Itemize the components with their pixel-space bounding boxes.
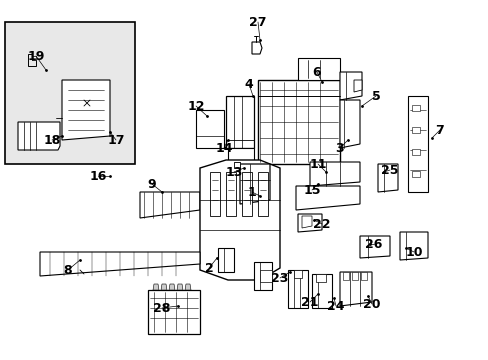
Text: 24: 24 [326, 300, 344, 312]
Polygon shape [177, 284, 183, 290]
Text: 19: 19 [27, 50, 44, 63]
Text: 28: 28 [153, 302, 170, 315]
Polygon shape [209, 172, 220, 216]
Polygon shape [342, 272, 348, 280]
Polygon shape [148, 290, 200, 334]
Polygon shape [293, 270, 302, 278]
Polygon shape [258, 80, 339, 164]
Polygon shape [253, 262, 271, 290]
Text: 17: 17 [107, 134, 124, 147]
Polygon shape [377, 164, 397, 192]
Polygon shape [62, 80, 110, 140]
Polygon shape [353, 80, 361, 92]
Text: 15: 15 [303, 184, 320, 197]
Polygon shape [18, 122, 60, 150]
Polygon shape [351, 272, 357, 280]
Polygon shape [140, 192, 200, 218]
Polygon shape [225, 96, 253, 148]
Polygon shape [287, 270, 307, 308]
Text: 1: 1 [247, 185, 256, 198]
Text: 6: 6 [312, 66, 321, 78]
Text: 20: 20 [363, 297, 380, 310]
Polygon shape [297, 214, 321, 232]
Polygon shape [315, 274, 325, 282]
Polygon shape [311, 274, 331, 308]
Text: 16: 16 [89, 170, 106, 183]
Polygon shape [40, 252, 200, 276]
Polygon shape [339, 272, 371, 306]
Text: 4: 4 [244, 77, 253, 90]
Text: 11: 11 [308, 158, 326, 171]
Polygon shape [153, 284, 159, 290]
Polygon shape [169, 284, 175, 290]
Text: 5: 5 [371, 90, 380, 103]
Text: 27: 27 [249, 15, 266, 28]
Polygon shape [242, 172, 251, 216]
Polygon shape [411, 171, 419, 177]
Text: 22: 22 [313, 217, 330, 230]
Text: 8: 8 [63, 264, 72, 276]
Text: 12: 12 [187, 99, 204, 113]
Polygon shape [260, 270, 271, 282]
Polygon shape [32, 56, 36, 60]
Polygon shape [339, 72, 361, 100]
Text: 2: 2 [204, 261, 213, 274]
Bar [5, 22, 135, 164]
Polygon shape [297, 58, 339, 80]
Polygon shape [225, 172, 236, 216]
Polygon shape [407, 96, 427, 192]
Text: 7: 7 [435, 123, 444, 136]
Polygon shape [200, 160, 280, 280]
Polygon shape [309, 162, 359, 186]
Polygon shape [258, 172, 267, 216]
Polygon shape [411, 127, 419, 133]
Text: 14: 14 [215, 141, 232, 154]
Text: 10: 10 [405, 246, 422, 258]
Polygon shape [302, 216, 311, 228]
Polygon shape [295, 186, 359, 210]
Polygon shape [339, 100, 359, 148]
Text: 9: 9 [147, 177, 156, 190]
Polygon shape [359, 236, 389, 258]
Polygon shape [411, 105, 419, 111]
Polygon shape [184, 284, 191, 290]
Text: 13: 13 [225, 166, 242, 179]
Text: 23: 23 [271, 271, 288, 284]
Text: 25: 25 [381, 163, 398, 176]
Polygon shape [399, 232, 427, 260]
Polygon shape [196, 110, 224, 148]
Text: 18: 18 [43, 134, 61, 147]
Polygon shape [218, 248, 234, 272]
Text: 21: 21 [301, 296, 318, 309]
Polygon shape [360, 272, 366, 280]
Polygon shape [161, 284, 167, 290]
Polygon shape [227, 148, 253, 168]
Text: 3: 3 [335, 141, 344, 154]
Text: 26: 26 [365, 238, 382, 251]
Polygon shape [411, 149, 419, 155]
Polygon shape [234, 162, 240, 168]
Polygon shape [240, 164, 269, 204]
